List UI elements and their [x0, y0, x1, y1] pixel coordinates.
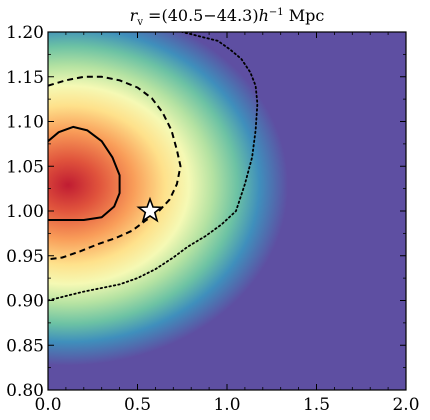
y-tick-label: 0.90	[6, 292, 44, 312]
heatmap-density	[48, 32, 288, 365]
contour-lines	[48, 32, 259, 302]
contour-dotted	[48, 32, 259, 302]
axis-ticks: 0.0 0.5 1.0 1.5 2.0 0.80 0.85 0.90 0.95 1.00 1.05 1…	[6, 23, 419, 415]
y-tick-label: 1.10	[6, 113, 44, 133]
x-tick-label: 1.0	[213, 395, 240, 415]
y-tick-label: 1.00	[6, 202, 44, 222]
y-tick-label: 1.05	[6, 157, 44, 177]
contour-dashed	[48, 75, 182, 261]
plot-area	[48, 32, 406, 390]
x-tick-label: 1.5	[303, 395, 330, 415]
y-tick-label: 0.95	[6, 247, 44, 267]
marker-layer	[136, 196, 164, 223]
y-tick-label: 1.20	[6, 23, 44, 43]
x-tick-label: 0.0	[34, 395, 61, 415]
contour-solid	[48, 125, 121, 221]
y-tick-label: 0.85	[6, 336, 44, 356]
y-tick-label: 0.80	[6, 381, 44, 401]
star-marker	[136, 196, 164, 223]
y-tick-label: 1.15	[6, 68, 44, 88]
x-tick-label: 2.0	[392, 395, 419, 415]
chart-title: rv =(40.5−44.3)h−1 Mpc	[130, 6, 325, 28]
x-tick-label: 0.5	[124, 395, 151, 415]
